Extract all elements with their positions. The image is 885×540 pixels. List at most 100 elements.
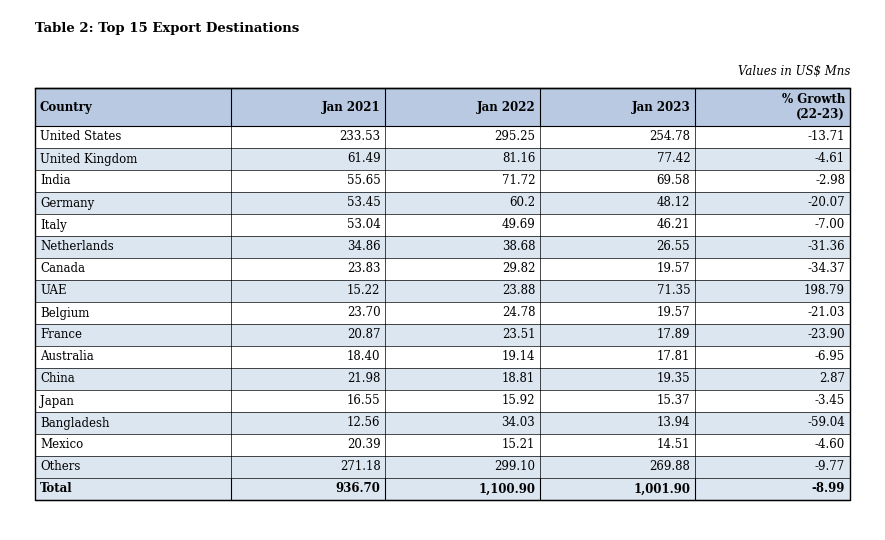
Text: 19.14: 19.14: [502, 350, 535, 363]
Text: 23.88: 23.88: [502, 285, 535, 298]
Bar: [35, 302, 850, 324]
Text: 12.56: 12.56: [347, 416, 381, 429]
Text: 69.58: 69.58: [657, 174, 690, 187]
Text: United States: United States: [40, 131, 121, 144]
Text: Bangladesh: Bangladesh: [40, 416, 110, 429]
Text: 17.89: 17.89: [657, 328, 690, 341]
Text: 24.78: 24.78: [502, 307, 535, 320]
Text: % Growth
(22-23): % Growth (22-23): [781, 93, 845, 121]
Text: 60.2: 60.2: [509, 197, 535, 210]
Text: 48.12: 48.12: [657, 197, 690, 210]
Text: -4.61: -4.61: [815, 152, 845, 165]
Text: 21.98: 21.98: [347, 373, 381, 386]
Text: Mexico: Mexico: [40, 438, 83, 451]
Text: 15.22: 15.22: [347, 285, 381, 298]
Text: -34.37: -34.37: [807, 262, 845, 275]
Bar: [35, 88, 850, 126]
Text: Jan 2022: Jan 2022: [476, 100, 535, 113]
Text: -13.71: -13.71: [807, 131, 845, 144]
Text: 13.94: 13.94: [657, 416, 690, 429]
Bar: [35, 390, 850, 412]
Text: 34.03: 34.03: [502, 416, 535, 429]
Text: 16.55: 16.55: [347, 395, 381, 408]
Text: Table 2: Top 15 Export Destinations: Table 2: Top 15 Export Destinations: [35, 22, 299, 35]
Bar: [35, 280, 850, 302]
Text: 1,100.90: 1,100.90: [478, 483, 535, 496]
Bar: [35, 324, 850, 346]
Text: 49.69: 49.69: [502, 219, 535, 232]
Text: 271.18: 271.18: [340, 461, 381, 474]
Text: 14.51: 14.51: [657, 438, 690, 451]
Text: United Kingdom: United Kingdom: [40, 152, 137, 165]
Text: 295.25: 295.25: [495, 131, 535, 144]
Text: 20.87: 20.87: [347, 328, 381, 341]
Text: Canada: Canada: [40, 262, 85, 275]
Text: Germany: Germany: [40, 197, 94, 210]
Text: 254.78: 254.78: [650, 131, 690, 144]
Text: 81.16: 81.16: [502, 152, 535, 165]
Bar: [35, 170, 850, 192]
Bar: [35, 148, 850, 170]
Bar: [35, 478, 850, 500]
Text: -2.98: -2.98: [815, 174, 845, 187]
Text: 23.51: 23.51: [502, 328, 535, 341]
Text: 18.40: 18.40: [347, 350, 381, 363]
Text: 299.10: 299.10: [495, 461, 535, 474]
Bar: [35, 236, 850, 258]
Text: 17.81: 17.81: [657, 350, 690, 363]
Text: 18.81: 18.81: [502, 373, 535, 386]
Text: 53.04: 53.04: [347, 219, 381, 232]
Text: 38.68: 38.68: [502, 240, 535, 253]
Text: 15.37: 15.37: [657, 395, 690, 408]
Text: Total: Total: [40, 483, 73, 496]
Text: Netherlands: Netherlands: [40, 240, 114, 253]
Text: 2.87: 2.87: [819, 373, 845, 386]
Text: 46.21: 46.21: [657, 219, 690, 232]
Bar: [35, 456, 850, 478]
Text: 936.70: 936.70: [335, 483, 381, 496]
Text: 233.53: 233.53: [339, 131, 381, 144]
Text: India: India: [40, 174, 71, 187]
Text: 269.88: 269.88: [650, 461, 690, 474]
Text: 77.42: 77.42: [657, 152, 690, 165]
Text: 15.21: 15.21: [502, 438, 535, 451]
Bar: [35, 368, 850, 390]
Bar: [35, 192, 850, 214]
Text: UAE: UAE: [40, 285, 66, 298]
Bar: [35, 346, 850, 368]
Text: 20.39: 20.39: [347, 438, 381, 451]
Text: -21.03: -21.03: [807, 307, 845, 320]
Text: Country: Country: [40, 100, 93, 113]
Text: 26.55: 26.55: [657, 240, 690, 253]
Text: 55.65: 55.65: [347, 174, 381, 187]
Text: -59.04: -59.04: [807, 416, 845, 429]
Text: 71.72: 71.72: [502, 174, 535, 187]
Text: 198.79: 198.79: [804, 285, 845, 298]
Text: -4.60: -4.60: [815, 438, 845, 451]
Text: Belgium: Belgium: [40, 307, 89, 320]
Text: Japan: Japan: [40, 395, 73, 408]
Bar: [35, 258, 850, 280]
Text: -20.07: -20.07: [807, 197, 845, 210]
Text: Values in US$ Mns: Values in US$ Mns: [737, 65, 850, 78]
Text: 15.92: 15.92: [502, 395, 535, 408]
Text: -23.90: -23.90: [807, 328, 845, 341]
Bar: [35, 88, 850, 500]
Text: 71.35: 71.35: [657, 285, 690, 298]
Text: 19.57: 19.57: [657, 307, 690, 320]
Text: 19.35: 19.35: [657, 373, 690, 386]
Text: Australia: Australia: [40, 350, 94, 363]
Text: 23.83: 23.83: [347, 262, 381, 275]
Bar: [35, 412, 850, 434]
Text: Others: Others: [40, 461, 81, 474]
Text: -6.95: -6.95: [815, 350, 845, 363]
Bar: [35, 126, 850, 148]
Bar: [35, 434, 850, 456]
Text: 29.82: 29.82: [502, 262, 535, 275]
Text: Jan 2021: Jan 2021: [322, 100, 381, 113]
Bar: [35, 214, 850, 236]
Text: 34.86: 34.86: [347, 240, 381, 253]
Text: 23.70: 23.70: [347, 307, 381, 320]
Text: -9.77: -9.77: [815, 461, 845, 474]
Text: China: China: [40, 373, 74, 386]
